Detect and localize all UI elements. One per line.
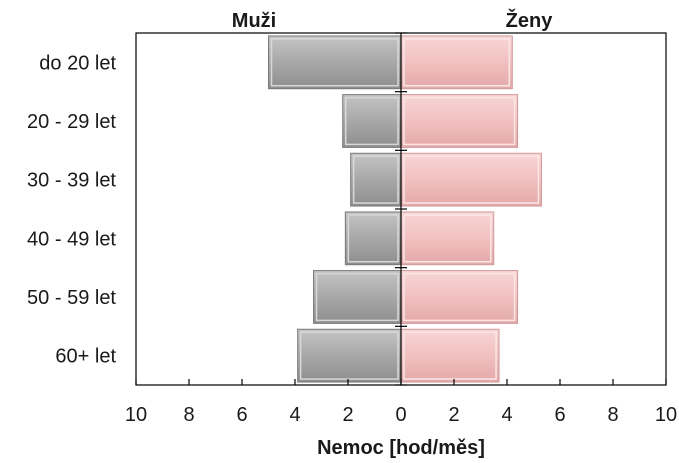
right-series-title: Ženy [506,8,554,32]
x-ticks [135,379,667,385]
bar-4-right [400,270,519,324]
x-tick-label: 0 [395,404,406,426]
x-tick-label: 10 [655,404,677,426]
bar-bevel-0-right [403,38,511,87]
bar-3-right [400,211,495,266]
bar-5-right [400,328,500,383]
x-tick-label: 4 [501,404,512,426]
bar-1-right [400,94,519,148]
x-tick-label: 8 [607,404,618,426]
x-tick-label: 2 [342,404,353,426]
bars-group [268,35,542,383]
category-label: 60+ let [55,346,116,368]
bar-bevel-5-right [403,331,497,380]
bar-0-right [400,35,513,90]
x-tick-label: 6 [236,404,247,426]
category-labels: do 20 let 20 - 29 let 30 - 39 let 40 - 49 l… [27,52,116,367]
bar-2-left [350,152,402,207]
category-label: 40 - 49 let [27,228,116,250]
bar-bevel-0-left [270,38,399,87]
x-tick-label: 2 [448,404,459,426]
bar-bevel-4-left [315,272,399,322]
bar-4-left [313,270,402,324]
bar-bevel-1-right [403,96,516,146]
bar-bevel-2-left [352,155,399,204]
bar-bevel-3-left [347,214,399,263]
bar-bevel-4-right [403,272,516,322]
bar-1-left [342,94,402,148]
bar-bevel-1-left [344,96,399,146]
left-series-title: Muži [232,10,276,32]
category-label: 20 - 29 let [27,111,116,133]
bar-bevel-5-left [299,331,399,380]
bar-bevel-2-right [403,155,540,204]
x-tick-label: 10 [125,404,147,426]
bar-3-left [344,211,402,266]
bar-0-left [268,35,402,90]
x-tick-label: 4 [289,404,300,426]
bar-5-left [297,328,402,383]
x-tick-label: 8 [183,404,194,426]
x-axis-title: Nemoc [hod/měs] [317,437,485,459]
x-tick-label: 6 [554,404,565,426]
category-label: 50 - 59 let [27,287,116,309]
bar-2-right [400,152,542,207]
x-tick-labels: 10 8 6 4 2 0 2 4 6 8 10 [125,404,677,426]
category-label: 30 - 39 let [27,170,116,192]
bar-bevel-3-right [403,214,492,263]
category-label: do 20 let [39,52,116,74]
